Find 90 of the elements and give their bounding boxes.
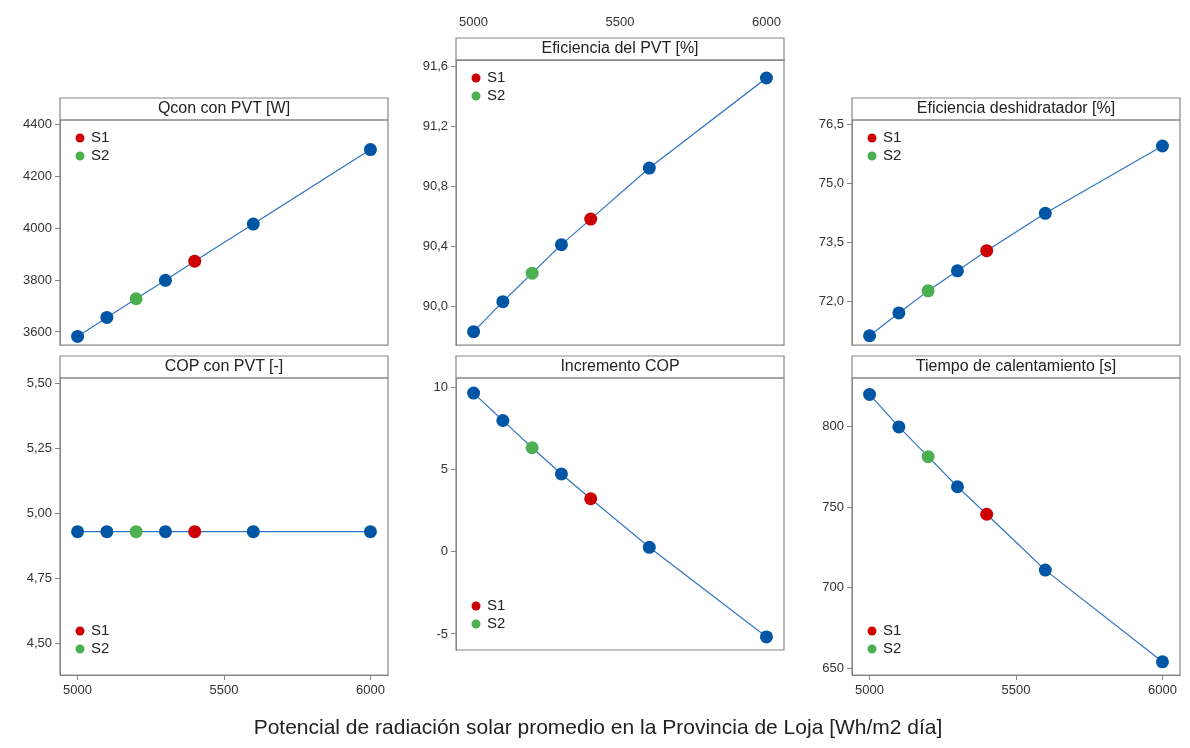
point <box>1155 655 1169 669</box>
y-tick-label: 73,5 <box>818 234 844 250</box>
point <box>921 284 935 298</box>
y-tick-label: 72,0 <box>818 293 844 309</box>
y-tick-label: 3600 <box>23 323 52 339</box>
point <box>584 212 598 226</box>
x-tick-label: 5000 <box>855 682 885 698</box>
point <box>129 292 143 306</box>
x-tick-label: 6000 <box>355 682 385 698</box>
legend-label: S2 <box>883 639 902 657</box>
point <box>496 295 510 309</box>
legend-label: S1 <box>883 128 902 146</box>
y-tick-label: 91,6 <box>422 57 448 73</box>
y-tick-label: -5 <box>436 625 448 641</box>
y-tick-label: 76,5 <box>818 115 844 131</box>
chart-title: COP con PVT [-] <box>164 357 284 375</box>
point <box>246 217 260 231</box>
point <box>188 254 202 268</box>
legend-label: S1 <box>91 128 110 146</box>
point <box>921 450 935 464</box>
y-tick-label: 90,0 <box>422 297 448 313</box>
point <box>467 386 481 400</box>
point <box>100 310 114 324</box>
point <box>759 71 773 85</box>
y-tick-label: 3800 <box>23 271 52 287</box>
y-tick-label: 5,50 <box>26 374 52 390</box>
legend-label: S2 <box>91 146 110 164</box>
y-tick-label: 0 <box>440 543 448 559</box>
x-tick-label: 6000 <box>1147 682 1177 698</box>
legend-label: S1 <box>91 621 110 639</box>
y-tick-label: 75,0 <box>818 174 844 190</box>
legend-label: S2 <box>487 614 506 632</box>
y-tick-label: 5,00 <box>26 505 52 521</box>
legend-label: S2 <box>487 86 506 104</box>
point <box>863 329 877 343</box>
point <box>642 540 656 554</box>
y-tick-label: 700 <box>822 579 844 595</box>
legend-label: S1 <box>487 596 506 614</box>
point <box>642 161 656 175</box>
chart-title: Qcon con PVT [W] <box>157 99 291 117</box>
x-tick-label: 5000 <box>459 13 489 29</box>
point <box>525 441 539 455</box>
y-tick-label: 90,4 <box>422 237 448 253</box>
x-axis-title: Potencial de radiación solar promedio en la Provincia de Loja [Wh/m2 día] <box>252 715 944 739</box>
point <box>1038 563 1052 577</box>
point <box>584 492 598 506</box>
y-tick-label: 5 <box>440 461 448 477</box>
x-tick-label: 5500 <box>1001 682 1031 698</box>
chart-title: Tiempo de calentamiento [s] <box>915 357 1117 375</box>
y-tick-label: 10 <box>433 379 448 395</box>
y-tick-label: 800 <box>822 418 844 434</box>
point <box>892 306 906 320</box>
point <box>496 413 510 427</box>
legend-label: S2 <box>91 639 110 657</box>
legend-label: S1 <box>883 621 902 639</box>
y-tick-label: 650 <box>822 659 844 675</box>
point <box>950 480 964 494</box>
x-tick-label: 6000 <box>751 13 781 29</box>
point <box>980 244 994 258</box>
x-tick-label: 5000 <box>63 682 93 698</box>
y-tick-label: 4400 <box>23 115 52 131</box>
point <box>863 387 877 401</box>
y-tick-label: 90,8 <box>422 177 448 193</box>
point <box>554 467 568 481</box>
chart-title: Eficiencia del PVT [%] <box>541 39 699 57</box>
y-tick-label: 4200 <box>23 167 52 183</box>
point <box>1038 206 1052 220</box>
y-tick-label: 91,2 <box>422 117 448 133</box>
y-tick-label: 4000 <box>23 219 52 235</box>
point <box>71 329 85 343</box>
chart-title: Eficiencia deshidratador [%] <box>916 99 1116 117</box>
point <box>158 273 172 287</box>
point <box>1155 139 1169 153</box>
point <box>363 143 377 157</box>
y-tick-label: 4,50 <box>26 635 52 651</box>
y-tick-label: 5,25 <box>26 439 52 455</box>
y-tick-label: 750 <box>822 498 844 514</box>
point <box>525 266 539 280</box>
point <box>467 325 481 339</box>
legend-label: S1 <box>487 68 506 86</box>
point <box>892 420 906 434</box>
point <box>759 630 773 644</box>
point <box>950 264 964 278</box>
x-tick-label: 5500 <box>605 13 635 29</box>
legend-label: S2 <box>883 146 902 164</box>
x-tick-label: 5500 <box>209 682 239 698</box>
chart-title: Incremento COP <box>560 357 680 375</box>
y-tick-label: 4,75 <box>26 570 52 586</box>
point <box>980 507 994 521</box>
point <box>554 238 568 252</box>
